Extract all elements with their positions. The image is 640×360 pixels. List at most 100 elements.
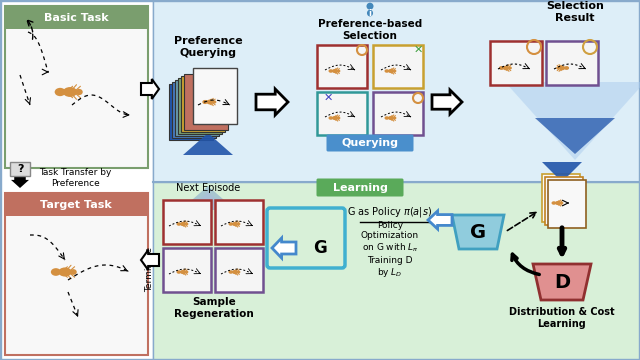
Ellipse shape (559, 66, 565, 70)
Bar (5, 6, 148, 168)
Ellipse shape (51, 268, 61, 276)
Circle shape (367, 3, 374, 10)
Bar (546, 41, 598, 85)
Bar (172, 82, 216, 138)
Ellipse shape (237, 223, 241, 225)
Text: Sample
Regeneration: Sample Regeneration (174, 297, 254, 319)
Ellipse shape (180, 222, 186, 226)
Ellipse shape (54, 88, 65, 96)
Text: Terminate: Terminate (145, 248, 154, 292)
Ellipse shape (556, 67, 559, 69)
Ellipse shape (177, 222, 181, 226)
Polygon shape (188, 192, 228, 210)
Ellipse shape (332, 69, 338, 73)
Ellipse shape (328, 69, 333, 73)
Bar (5, 193, 148, 216)
Ellipse shape (180, 270, 186, 274)
Text: Target Task: Target Task (40, 200, 112, 210)
Polygon shape (533, 264, 591, 300)
Ellipse shape (70, 269, 77, 275)
Polygon shape (432, 90, 462, 114)
Bar (545, 177, 583, 225)
Ellipse shape (509, 67, 512, 69)
Bar (373, 45, 423, 88)
Ellipse shape (177, 270, 181, 274)
Bar (317, 92, 367, 135)
Bar (10, 162, 30, 176)
Bar (153, 182, 639, 359)
Bar (490, 41, 542, 85)
Ellipse shape (207, 99, 214, 104)
Text: D: D (554, 273, 570, 292)
Ellipse shape (232, 222, 238, 226)
Bar (1, 1, 153, 359)
Bar (175, 80, 219, 136)
Bar (193, 68, 237, 124)
Polygon shape (256, 89, 288, 115)
Text: Learning: Learning (333, 183, 387, 193)
Polygon shape (183, 133, 233, 155)
Ellipse shape (502, 66, 509, 70)
Text: i: i (369, 9, 371, 18)
Ellipse shape (232, 270, 238, 274)
Ellipse shape (337, 70, 340, 72)
Ellipse shape (58, 267, 72, 276)
Bar (178, 78, 222, 134)
Polygon shape (180, 186, 236, 210)
Ellipse shape (202, 100, 208, 104)
Bar (5, 6, 148, 29)
Polygon shape (272, 238, 296, 258)
Polygon shape (452, 215, 504, 249)
Text: Selection
Result: Selection Result (546, 1, 604, 23)
Text: Distribution & Cost
Learning: Distribution & Cost Learning (509, 307, 615, 329)
Ellipse shape (212, 100, 216, 104)
Bar (5, 193, 148, 355)
Ellipse shape (388, 116, 394, 120)
Ellipse shape (76, 89, 83, 95)
Bar (215, 200, 263, 244)
Bar (169, 84, 213, 140)
Ellipse shape (394, 117, 396, 119)
Ellipse shape (228, 270, 233, 274)
FancyBboxPatch shape (326, 135, 413, 152)
Text: Next Episode: Next Episode (176, 183, 240, 193)
Ellipse shape (237, 271, 241, 273)
Ellipse shape (394, 70, 396, 72)
FancyBboxPatch shape (317, 179, 403, 197)
Ellipse shape (385, 69, 389, 73)
Text: Policy
Optimization
on G with $L_{\pi}$
Training D
by $L_D$: Policy Optimization on G with $L_{\pi}$ … (361, 221, 419, 279)
Ellipse shape (328, 116, 333, 120)
Ellipse shape (337, 117, 340, 119)
Ellipse shape (560, 202, 563, 204)
Bar (181, 76, 225, 132)
Text: ✕: ✕ (413, 45, 422, 55)
Ellipse shape (552, 201, 556, 205)
Ellipse shape (228, 222, 233, 226)
Bar (163, 200, 211, 244)
Text: ✕: ✕ (323, 93, 333, 103)
Bar (542, 174, 580, 222)
Bar (153, 1, 639, 182)
Text: Basic Task: Basic Task (44, 13, 108, 23)
Polygon shape (428, 211, 452, 229)
Ellipse shape (555, 201, 561, 205)
Polygon shape (141, 250, 159, 270)
Ellipse shape (388, 69, 394, 73)
Ellipse shape (186, 223, 188, 225)
Ellipse shape (367, 10, 373, 17)
Ellipse shape (385, 116, 389, 120)
Bar (317, 45, 367, 88)
Polygon shape (505, 82, 640, 160)
Text: G: G (470, 222, 486, 242)
Ellipse shape (564, 66, 569, 70)
Text: Preference-based
Selection: Preference-based Selection (318, 19, 422, 41)
Ellipse shape (63, 87, 77, 97)
Ellipse shape (186, 271, 188, 273)
Polygon shape (11, 170, 29, 188)
Text: G: G (313, 239, 327, 257)
Polygon shape (542, 162, 582, 182)
Bar (373, 92, 423, 135)
Polygon shape (535, 118, 615, 154)
Bar (184, 74, 228, 130)
Bar (215, 248, 263, 292)
